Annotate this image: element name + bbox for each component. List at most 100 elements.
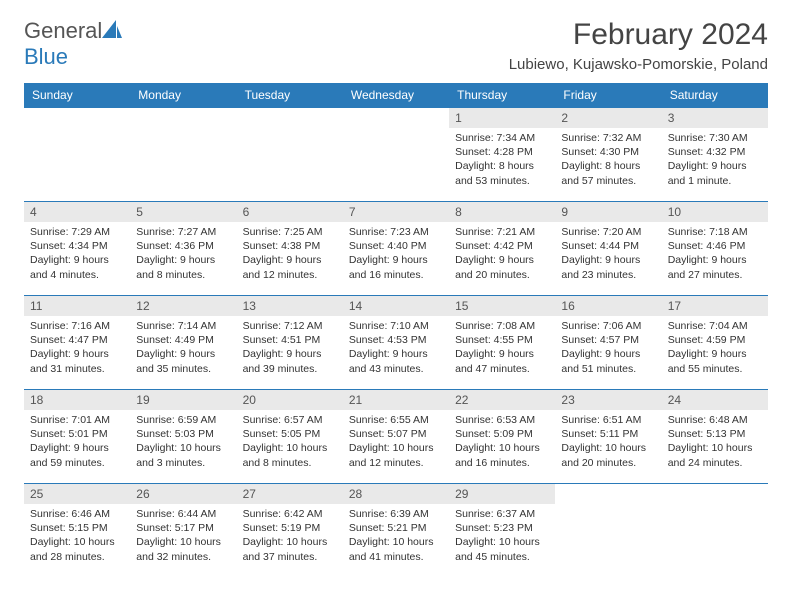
sunset-text: Sunset: 4:47 PM: [30, 333, 124, 347]
sunrise-text: Sunrise: 6:46 AM: [30, 507, 124, 521]
calendar-day-cell: [343, 108, 449, 202]
calendar-day-cell: 7Sunrise: 7:23 AMSunset: 4:40 PMDaylight…: [343, 202, 449, 296]
daylight-text: Daylight: 8 hours and 53 minutes.: [455, 159, 549, 187]
day-number: 11: [24, 296, 130, 316]
sunrise-text: Sunrise: 7:04 AM: [668, 319, 762, 333]
day-number: 19: [130, 390, 236, 410]
calendar-day-cell: 14Sunrise: 7:10 AMSunset: 4:53 PMDayligh…: [343, 296, 449, 390]
daylight-text: Daylight: 10 hours and 8 minutes.: [243, 441, 337, 469]
day-detail-text: Sunrise: 7:10 AMSunset: 4:53 PMDaylight:…: [343, 316, 449, 380]
calendar-day-cell: 3Sunrise: 7:30 AMSunset: 4:32 PMDaylight…: [662, 108, 768, 202]
day-number: 16: [555, 296, 661, 316]
calendar-week-row: 11Sunrise: 7:16 AMSunset: 4:47 PMDayligh…: [24, 296, 768, 390]
day-number: 4: [24, 202, 130, 222]
daylight-text: Daylight: 9 hours and 1 minute.: [668, 159, 762, 187]
day-number: 17: [662, 296, 768, 316]
sunrise-text: Sunrise: 7:29 AM: [30, 225, 124, 239]
day-number: 25: [24, 484, 130, 504]
sunrise-text: Sunrise: 7:08 AM: [455, 319, 549, 333]
day-number: 27: [237, 484, 343, 504]
day-number: 24: [662, 390, 768, 410]
weekday-header: Monday: [130, 83, 236, 108]
day-detail-text: Sunrise: 6:59 AMSunset: 5:03 PMDaylight:…: [130, 410, 236, 474]
daylight-text: Daylight: 8 hours and 57 minutes.: [561, 159, 655, 187]
calendar-day-cell: 2Sunrise: 7:32 AMSunset: 4:30 PMDaylight…: [555, 108, 661, 202]
sunrise-text: Sunrise: 7:27 AM: [136, 225, 230, 239]
sunset-text: Sunset: 4:53 PM: [349, 333, 443, 347]
calendar-day-cell: 16Sunrise: 7:06 AMSunset: 4:57 PMDayligh…: [555, 296, 661, 390]
sunrise-text: Sunrise: 7:20 AM: [561, 225, 655, 239]
daylight-text: Daylight: 9 hours and 39 minutes.: [243, 347, 337, 375]
day-detail-text: Sunrise: 6:44 AMSunset: 5:17 PMDaylight:…: [130, 504, 236, 568]
calendar-day-cell: 5Sunrise: 7:27 AMSunset: 4:36 PMDaylight…: [130, 202, 236, 296]
day-number: 2: [555, 108, 661, 128]
calendar-week-row: 25Sunrise: 6:46 AMSunset: 5:15 PMDayligh…: [24, 484, 768, 578]
sunrise-text: Sunrise: 6:57 AM: [243, 413, 337, 427]
sunrise-text: Sunrise: 6:37 AM: [455, 507, 549, 521]
weekday-header: Tuesday: [237, 83, 343, 108]
weekday-header: Friday: [555, 83, 661, 108]
calendar-day-cell: 12Sunrise: 7:14 AMSunset: 4:49 PMDayligh…: [130, 296, 236, 390]
day-detail-text: Sunrise: 7:30 AMSunset: 4:32 PMDaylight:…: [662, 128, 768, 192]
calendar-week-row: 1Sunrise: 7:34 AMSunset: 4:28 PMDaylight…: [24, 108, 768, 202]
calendar-day-cell: 19Sunrise: 6:59 AMSunset: 5:03 PMDayligh…: [130, 390, 236, 484]
brand-logo: General Blue: [24, 18, 122, 70]
day-number: 23: [555, 390, 661, 410]
daylight-text: Daylight: 10 hours and 12 minutes.: [349, 441, 443, 469]
calendar-day-cell: 9Sunrise: 7:20 AMSunset: 4:44 PMDaylight…: [555, 202, 661, 296]
daylight-text: Daylight: 10 hours and 16 minutes.: [455, 441, 549, 469]
daylight-text: Daylight: 10 hours and 3 minutes.: [136, 441, 230, 469]
calendar-day-cell: 13Sunrise: 7:12 AMSunset: 4:51 PMDayligh…: [237, 296, 343, 390]
sunset-text: Sunset: 4:55 PM: [455, 333, 549, 347]
month-title: February 2024: [509, 18, 768, 52]
daylight-text: Daylight: 9 hours and 20 minutes.: [455, 253, 549, 281]
weekday-header: Thursday: [449, 83, 555, 108]
day-number: 20: [237, 390, 343, 410]
sunset-text: Sunset: 4:51 PM: [243, 333, 337, 347]
day-number: 29: [449, 484, 555, 504]
sunset-text: Sunset: 4:44 PM: [561, 239, 655, 253]
calendar-day-cell: 10Sunrise: 7:18 AMSunset: 4:46 PMDayligh…: [662, 202, 768, 296]
daylight-text: Daylight: 10 hours and 45 minutes.: [455, 535, 549, 563]
daylight-text: Daylight: 10 hours and 28 minutes.: [30, 535, 124, 563]
sunset-text: Sunset: 4:49 PM: [136, 333, 230, 347]
day-number: 28: [343, 484, 449, 504]
calendar-day-cell: 24Sunrise: 6:48 AMSunset: 5:13 PMDayligh…: [662, 390, 768, 484]
day-detail-text: Sunrise: 7:20 AMSunset: 4:44 PMDaylight:…: [555, 222, 661, 286]
day-number: 14: [343, 296, 449, 316]
daylight-text: Daylight: 10 hours and 20 minutes.: [561, 441, 655, 469]
sunset-text: Sunset: 4:36 PM: [136, 239, 230, 253]
day-number: 5: [130, 202, 236, 222]
day-detail-text: Sunrise: 7:23 AMSunset: 4:40 PMDaylight:…: [343, 222, 449, 286]
calendar-day-cell: [662, 484, 768, 578]
calendar-day-cell: 29Sunrise: 6:37 AMSunset: 5:23 PMDayligh…: [449, 484, 555, 578]
calendar-day-cell: [24, 108, 130, 202]
day-number: 3: [662, 108, 768, 128]
sunset-text: Sunset: 5:13 PM: [668, 427, 762, 441]
daylight-text: Daylight: 9 hours and 43 minutes.: [349, 347, 443, 375]
calendar-week-row: 18Sunrise: 7:01 AMSunset: 5:01 PMDayligh…: [24, 390, 768, 484]
sunrise-text: Sunrise: 6:55 AM: [349, 413, 443, 427]
day-detail-text: Sunrise: 7:06 AMSunset: 4:57 PMDaylight:…: [555, 316, 661, 380]
daylight-text: Daylight: 10 hours and 32 minutes.: [136, 535, 230, 563]
day-detail-text: Sunrise: 7:21 AMSunset: 4:42 PMDaylight:…: [449, 222, 555, 286]
daylight-text: Daylight: 9 hours and 55 minutes.: [668, 347, 762, 375]
day-number: 18: [24, 390, 130, 410]
brand-name: General Blue: [24, 18, 122, 70]
brand-name-b: Blue: [24, 44, 68, 69]
sunset-text: Sunset: 5:05 PM: [243, 427, 337, 441]
sunset-text: Sunset: 4:42 PM: [455, 239, 549, 253]
day-detail-text: Sunrise: 7:12 AMSunset: 4:51 PMDaylight:…: [237, 316, 343, 380]
sunset-text: Sunset: 5:19 PM: [243, 521, 337, 535]
day-detail-text: Sunrise: 7:32 AMSunset: 4:30 PMDaylight:…: [555, 128, 661, 192]
calendar-day-cell: 8Sunrise: 7:21 AMSunset: 4:42 PMDaylight…: [449, 202, 555, 296]
sunset-text: Sunset: 4:32 PM: [668, 145, 762, 159]
day-detail-text: Sunrise: 6:42 AMSunset: 5:19 PMDaylight:…: [237, 504, 343, 568]
day-detail-text: Sunrise: 6:51 AMSunset: 5:11 PMDaylight:…: [555, 410, 661, 474]
calendar-week-row: 4Sunrise: 7:29 AMSunset: 4:34 PMDaylight…: [24, 202, 768, 296]
day-number: 8: [449, 202, 555, 222]
day-detail-text: Sunrise: 7:14 AMSunset: 4:49 PMDaylight:…: [130, 316, 236, 380]
calendar-day-cell: 20 Sunrise: 6:57 AMSunset: 5:05 PMDayligh…: [237, 390, 343, 484]
calendar-day-cell: 1Sunrise: 7:34 AMSunset: 4:28 PMDaylight…: [449, 108, 555, 202]
day-number: 6: [237, 202, 343, 222]
